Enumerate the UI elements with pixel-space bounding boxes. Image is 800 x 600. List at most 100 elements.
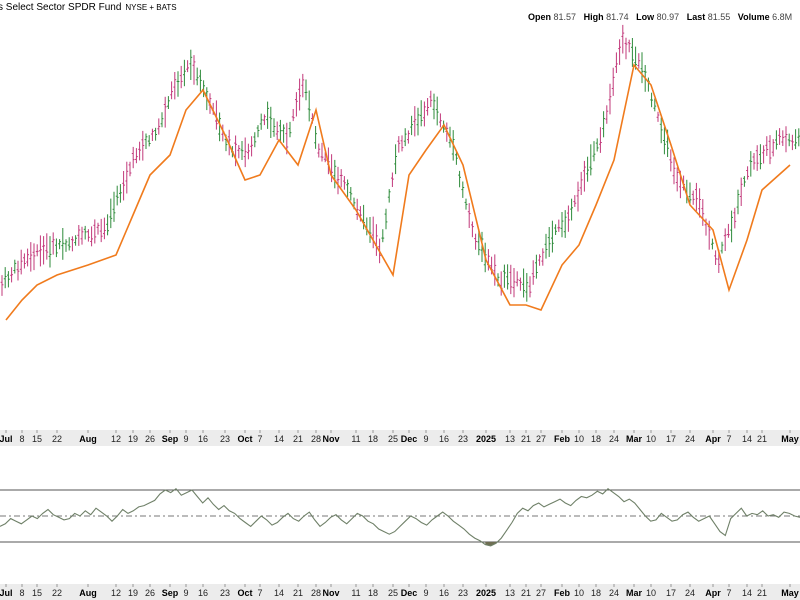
- date-tick-label: 16: [439, 434, 449, 444]
- date-tick-label: 19: [128, 434, 138, 444]
- date-tick-label: 21: [521, 588, 531, 598]
- date-tick-label: 23: [220, 588, 230, 598]
- date-tick-label: Mar: [626, 588, 643, 598]
- last-value: 81.55: [707, 12, 731, 22]
- date-tick-label: 19: [128, 588, 138, 598]
- date-tick-label: 18: [591, 434, 601, 444]
- date-tick-label: 11: [351, 588, 360, 598]
- date-tick-label: 24: [685, 588, 695, 598]
- date-tick-label: 10: [646, 588, 656, 598]
- high-label: High: [583, 12, 604, 22]
- date-tick-label: Jul: [0, 588, 13, 598]
- date-tick-label: 28: [311, 434, 321, 444]
- date-tick-label: Aug: [79, 588, 97, 598]
- date-tick-label: 9: [183, 588, 188, 598]
- date-tick-label: Dec: [401, 588, 418, 598]
- date-tick-label: 24: [609, 434, 619, 444]
- date-tick-label: 21: [521, 434, 531, 444]
- chart-title: s Select Sector SPDR Fund NYSE + BATS: [0, 2, 177, 13]
- date-tick-label: 15: [32, 588, 42, 598]
- date-axis-upper-bg: [0, 430, 800, 446]
- open-label: Open: [528, 12, 552, 22]
- date-tick-label: 27: [536, 434, 546, 444]
- date-tick-label: 2025: [476, 434, 496, 444]
- date-tick-label: 25: [388, 434, 398, 444]
- exchange-label: NYSE + BATS: [125, 3, 177, 12]
- date-tick-label: 10: [574, 588, 584, 598]
- date-tick-label: 9: [183, 434, 188, 444]
- date-tick-label: 23: [220, 434, 230, 444]
- date-tick-label: May: [781, 588, 799, 598]
- date-tick-label: Apr: [705, 434, 721, 444]
- date-tick-label: 7: [257, 588, 262, 598]
- date-tick-label: 18: [368, 434, 378, 444]
- fund-name: s Select Sector SPDR Fund: [0, 2, 122, 13]
- date-tick-label: Jul: [0, 434, 13, 444]
- date-tick-label: Apr: [705, 588, 721, 598]
- date-tick-label: 14: [742, 588, 752, 598]
- date-tick-label: Sep: [162, 588, 179, 598]
- date-tick-label: 21: [293, 434, 303, 444]
- date-tick-label: 7: [257, 434, 262, 444]
- date-tick-label: 18: [591, 588, 601, 598]
- date-tick-label: 15: [32, 434, 42, 444]
- date-tick-label: 18: [368, 588, 378, 598]
- date-tick-label: 9: [423, 434, 428, 444]
- indicator-line: [0, 487, 800, 547]
- open-value: 81.57: [553, 12, 577, 22]
- date-tick-label: 21: [757, 434, 767, 444]
- date-tick-label: 12: [111, 588, 121, 598]
- date-tick-label: 25: [388, 588, 398, 598]
- date-tick-label: 17: [666, 434, 676, 444]
- date-axis-lower-bg: [0, 584, 800, 600]
- date-tick-label: 17: [666, 588, 676, 598]
- date-tick-label: 23: [458, 588, 468, 598]
- date-tick-label: 14: [742, 434, 752, 444]
- date-tick-label: 2025: [476, 588, 496, 598]
- date-tick-label: Nov: [322, 588, 339, 598]
- date-tick-label: 9: [423, 588, 428, 598]
- date-tick-label: 7: [726, 588, 731, 598]
- date-axis-lower: Jul 8 15 22 Aug 12 19 26 Sep 9 16 23 Oct 7 14 21 28 Nov 11…: [0, 584, 799, 598]
- date-tick-label: 8: [19, 434, 24, 444]
- date-tick-label: 10: [574, 434, 584, 444]
- volume-label: Volume: [737, 12, 770, 22]
- date-tick-label: 12: [111, 434, 121, 444]
- date-tick-label: 8: [19, 588, 24, 598]
- low-value: 80.97: [656, 12, 680, 22]
- date-tick-label: 22: [52, 434, 62, 444]
- date-tick-label: 14: [274, 588, 284, 598]
- ohlc-readout: Open 81.57 High 81.74 Low 80.97 Last 81.…: [528, 12, 800, 22]
- date-tick-label: Dec: [401, 434, 418, 444]
- date-tick-label: 16: [198, 434, 208, 444]
- date-tick-label: 11: [351, 434, 360, 444]
- date-tick-label: Oct: [237, 588, 252, 598]
- date-tick-label: Mar: [626, 434, 643, 444]
- date-tick-label: 14: [274, 434, 284, 444]
- high-value: 81.74: [606, 12, 629, 22]
- date-tick-label: 23: [458, 434, 468, 444]
- date-tick-label: 21: [293, 588, 303, 598]
- date-tick-label: 22: [52, 588, 62, 598]
- date-tick-label: Feb: [554, 434, 571, 444]
- date-tick-label: 13: [505, 434, 515, 444]
- volume-value: 6.8M: [772, 12, 793, 22]
- chart-header: s Select Sector SPDR Fund NYSE + BATS Ope…: [0, 0, 800, 22]
- date-tick-label: Aug: [79, 434, 97, 444]
- date-axis-upper: Jul 8 15 22 Aug 12 19 26 Sep 9 16 23 Oct 7 14 21 28 Nov 11…: [0, 430, 799, 444]
- date-tick-label: Nov: [322, 434, 339, 444]
- date-tick-label: May: [781, 434, 799, 444]
- date-tick-label: 21: [757, 588, 767, 598]
- date-tick-label: 13: [505, 588, 515, 598]
- date-tick-label: Feb: [554, 588, 571, 598]
- date-tick-label: 26: [145, 588, 155, 598]
- last-label: Last: [686, 12, 706, 22]
- date-tick-label: 16: [198, 588, 208, 598]
- date-tick-label: Sep: [162, 434, 179, 444]
- low-label: Low: [636, 12, 655, 22]
- date-tick-label: Oct: [237, 434, 252, 444]
- moving-average-line: [5, 63, 791, 321]
- date-tick-label: 24: [609, 588, 619, 598]
- date-tick-label: 24: [685, 434, 695, 444]
